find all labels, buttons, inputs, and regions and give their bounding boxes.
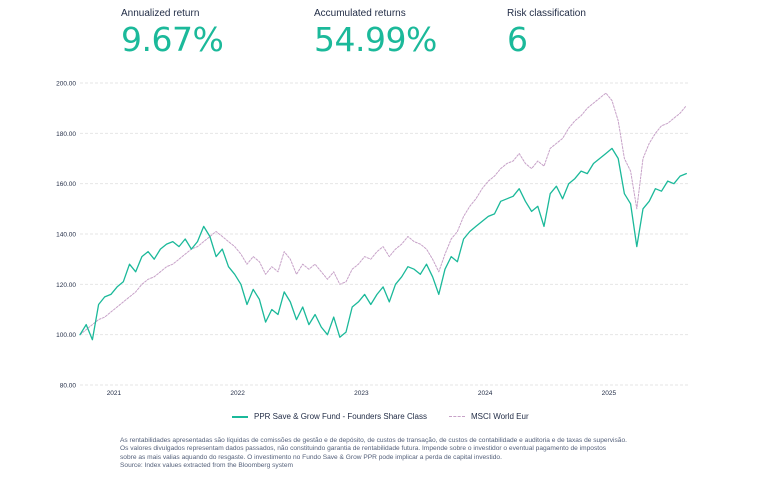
disclaimer-line: sobre as mais valias aquando do resgaste…	[120, 453, 502, 461]
y-tick-label: 140.00	[56, 232, 76, 239]
y-tick-label: 100.00	[56, 332, 76, 339]
legend-item-benchmark: MSCI World Eur	[448, 412, 529, 421]
legend-item-fund: PPR Save & Grow Fund - Founders Share Cl…	[232, 412, 427, 421]
legend-label-benchmark: MSCI World Eur	[470, 412, 529, 421]
y-tick-label: 180.00	[56, 131, 76, 138]
stat-value: 9.67%	[121, 20, 224, 59]
disclaimer-line: Os valores divulgados representam dados …	[120, 445, 607, 453]
x-axis-ticks: 2021 2022 2023 2024 2025	[107, 390, 617, 397]
x-tick-label: 2021	[107, 390, 122, 397]
stat-risk-classification: Risk classification 6	[507, 8, 586, 59]
x-tick-label: 2024	[478, 390, 493, 397]
y-tick-label: 160.00	[56, 181, 76, 188]
stat-accumulated-returns: Accumulated returns 54.99%	[314, 8, 437, 59]
series-line-benchmark	[79, 92, 687, 336]
disclaimer-line: As rentabilidades apresentadas são líqui…	[120, 437, 627, 444]
stat-label: Annualized return	[121, 8, 200, 19]
chart-series	[79, 92, 687, 341]
stat-label: Risk classification	[507, 8, 586, 19]
x-tick-label: 2023	[354, 390, 369, 397]
legend-swatch-benchmark	[448, 416, 465, 417]
stat-value: 54.99%	[314, 20, 437, 59]
stat-value: 6	[507, 20, 528, 59]
legend-swatch-fund	[232, 415, 248, 418]
y-tick-label: 120.00	[56, 282, 76, 289]
performance-chart: 200.00 180.00 160.00 140.00 120.00 100.00 80.0…	[56, 81, 690, 397]
stat-annualized-return: Annualized return 9.67%	[121, 8, 224, 59]
source-line: Source: Index values extracted from the …	[120, 462, 293, 470]
chart-legend: PPR Save & Grow Fund - Founders Share Cl…	[232, 412, 551, 421]
y-tick-label: 200.00	[56, 81, 76, 88]
y-tick-label: 80.00	[60, 383, 77, 390]
stat-label: Accumulated returns	[314, 8, 406, 19]
disclaimer-notes: As rentabilidades apresentadas são líqui…	[120, 437, 680, 471]
x-tick-label: 2025	[602, 390, 617, 397]
x-tick-label: 2022	[230, 390, 245, 397]
y-axis-ticks: 200.00 180.00 160.00 140.00 120.00 100.00 80.0…	[56, 81, 76, 390]
chart-grid	[80, 82, 690, 386]
series-line-fund	[79, 147, 687, 341]
legend-label-fund: PPR Save & Grow Fund - Founders Share Cl…	[254, 412, 427, 421]
